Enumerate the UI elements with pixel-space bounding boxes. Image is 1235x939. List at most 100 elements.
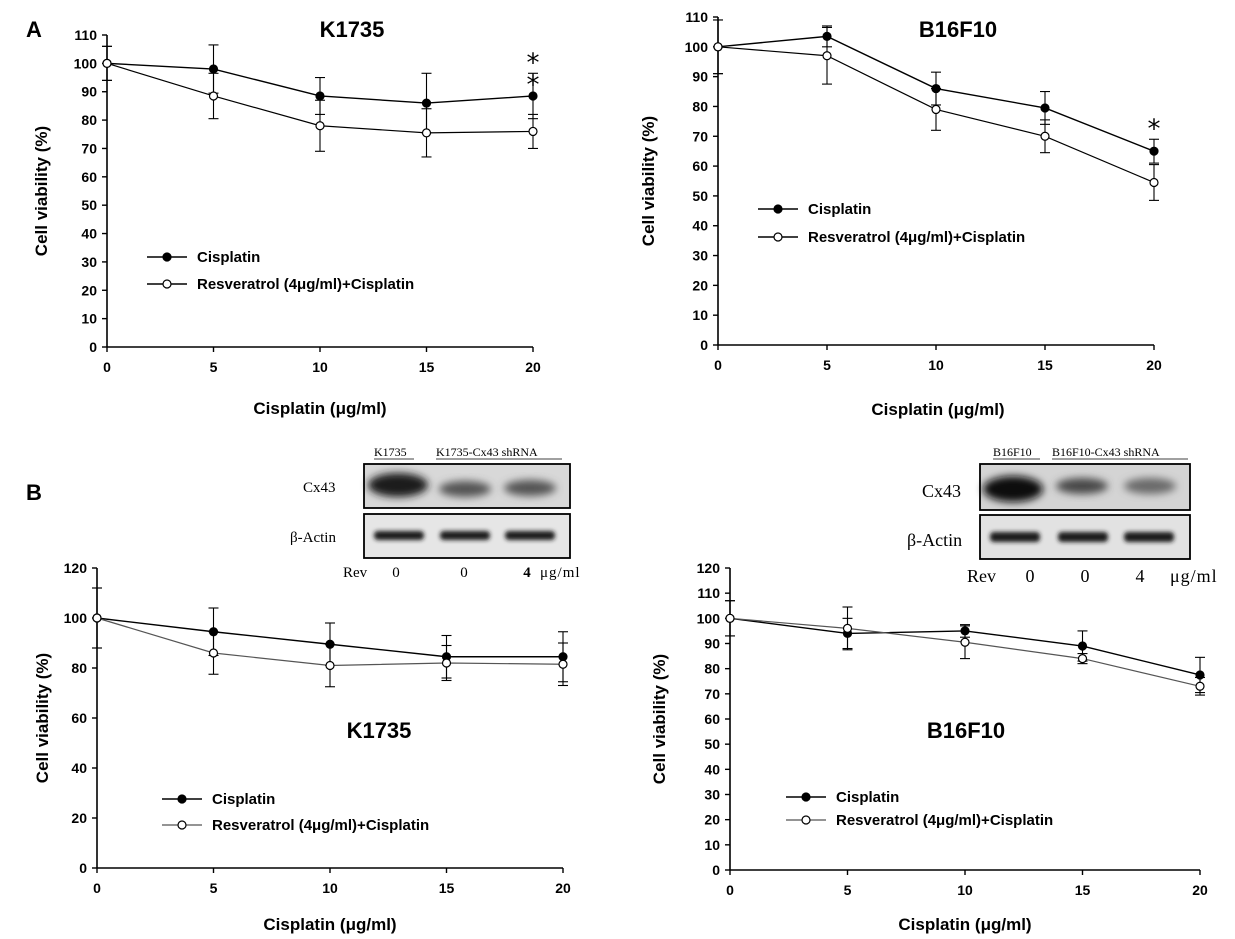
blot-band [505,531,555,540]
data-point [528,91,538,101]
y-tick-label: 70 [704,686,720,702]
data-point [713,42,723,52]
y-tick-label: 50 [704,736,720,752]
blot-rev-value: 4 [523,565,531,581]
y-tick-label: 20 [81,282,97,298]
legend-marker [177,820,187,830]
data-point [1040,131,1050,141]
blot-header-left: K1735 [374,445,407,459]
legend-entry: Cisplatin [808,201,871,218]
blot-row-label: β-Actin [290,530,336,546]
y-tick-label: 10 [81,311,97,327]
x-tick-label: 5 [823,357,831,373]
data-point [208,648,219,658]
x-tick-label: 20 [1146,357,1162,373]
x-tick-label: 5 [210,359,218,375]
chart-a-b16f10: 0 10 20 30 40 50 60 70 80 90 100 110 0 5 10 15 20 B16F10 C… [639,9,1162,419]
chart-title: B16F10 [927,718,1005,743]
y-axis-label: Cell viability (%) [32,126,51,256]
blot-rev-label: Rev [967,566,996,586]
x-tick-label: 0 [103,359,111,375]
legend-marker [801,792,811,802]
y-tick-label: 80 [704,661,720,677]
x-tick-label: 0 [726,882,734,898]
blot-band [1056,478,1108,494]
y-tick-label: 110 [685,9,708,25]
y-tick-label: 30 [81,254,97,270]
data-point [558,659,568,669]
y-tick-label: 60 [81,169,97,185]
y-tick-label: 70 [692,128,708,144]
data-point [421,98,432,108]
data-point [822,51,832,61]
significance-marker: * [527,48,540,78]
y-tick-label: 10 [692,307,708,323]
x-axis-label: Cisplatin (μg/ml) [253,399,386,418]
blot-rev-value: 0 [1026,566,1035,586]
y-tick-label: 80 [81,112,97,128]
data-point [325,660,335,671]
blot-rev-value: 0 [392,565,400,581]
y-tick-label: 40 [81,226,97,242]
data-point [1077,641,1088,651]
legend-entry: Cisplatin [836,789,899,806]
blot-row-label: Cx43 [922,481,961,501]
data-point [208,64,219,74]
blot-band [374,531,424,540]
y-tick-label: 40 [692,218,708,234]
x-tick-label: 5 [210,880,218,896]
chart-a-k1735: 0 10 20 30 40 50 60 70 80 90 100 110 0 5 10 15 20 K1735 Ci… [32,17,541,418]
x-tick-label: 20 [1192,882,1208,898]
blot-band [440,531,490,540]
data-point [208,91,219,101]
western-blot-k1735: K1735 K1735-Cx43 shRNA Cx43 β-Actin Rev … [290,445,580,581]
x-axis-label: Cisplatin (μg/ml) [263,915,396,934]
western-blot-b16f10: B16F10 B16F10-Cx43 shRNA Cx43 β-Actin Re… [907,445,1218,586]
y-tick-label: 20 [692,277,708,293]
x-tick-label: 15 [439,880,455,896]
y-tick-label: 100 [685,39,709,55]
legend-entry: Resveratrol (4μg/ml)+Cisplatin [212,817,429,834]
y-axis-label: Cell viability (%) [33,653,52,783]
legend-marker [801,815,811,825]
y-axis-label: Cell viability (%) [639,116,658,246]
data-point [441,658,452,668]
x-tick-label: 5 [844,882,852,898]
legend-marker [773,204,783,214]
blot-band [504,480,556,496]
y-tick-label: 0 [89,339,97,355]
blot-header-right: K1735-Cx43 shRNA [436,445,538,459]
y-tick-label: 10 [704,837,720,853]
y-tick-label: 90 [692,69,708,85]
y-tick-label: 70 [81,140,97,156]
blot-unit: μg/ml [1170,566,1218,586]
y-tick-label: 0 [700,337,708,353]
blot-row-label: β-Actin [907,530,962,550]
data-point [842,623,853,634]
x-tick-label: 15 [1037,357,1053,373]
y-tick-label: 80 [692,98,708,114]
blot-band [1058,532,1108,542]
blot-band [368,473,428,497]
x-axis-label: Cisplatin (μg/ml) [871,400,1004,419]
y-tick-label: 50 [692,188,708,204]
blot-rev-label: Rev [343,565,368,581]
legend-entry: Cisplatin [197,249,260,266]
data-point [528,126,538,137]
data-point [1195,681,1205,691]
panel-label-b: B [26,480,42,505]
y-tick-label: 40 [704,761,720,777]
data-point [315,121,325,131]
data-point [1040,103,1050,113]
chart-title: K1735 [320,17,385,42]
y-tick-label: 20 [704,812,720,828]
y-tick-label: 90 [704,636,720,652]
x-tick-label: 10 [957,882,973,898]
panel-label-a: A [26,17,42,42]
data-point [1077,653,1088,664]
y-tick-label: 60 [692,158,708,174]
legend-entry: Resveratrol (4μg/ml)+Cisplatin [836,812,1053,829]
significance-marker: * [1148,114,1161,144]
data-point [725,613,735,623]
